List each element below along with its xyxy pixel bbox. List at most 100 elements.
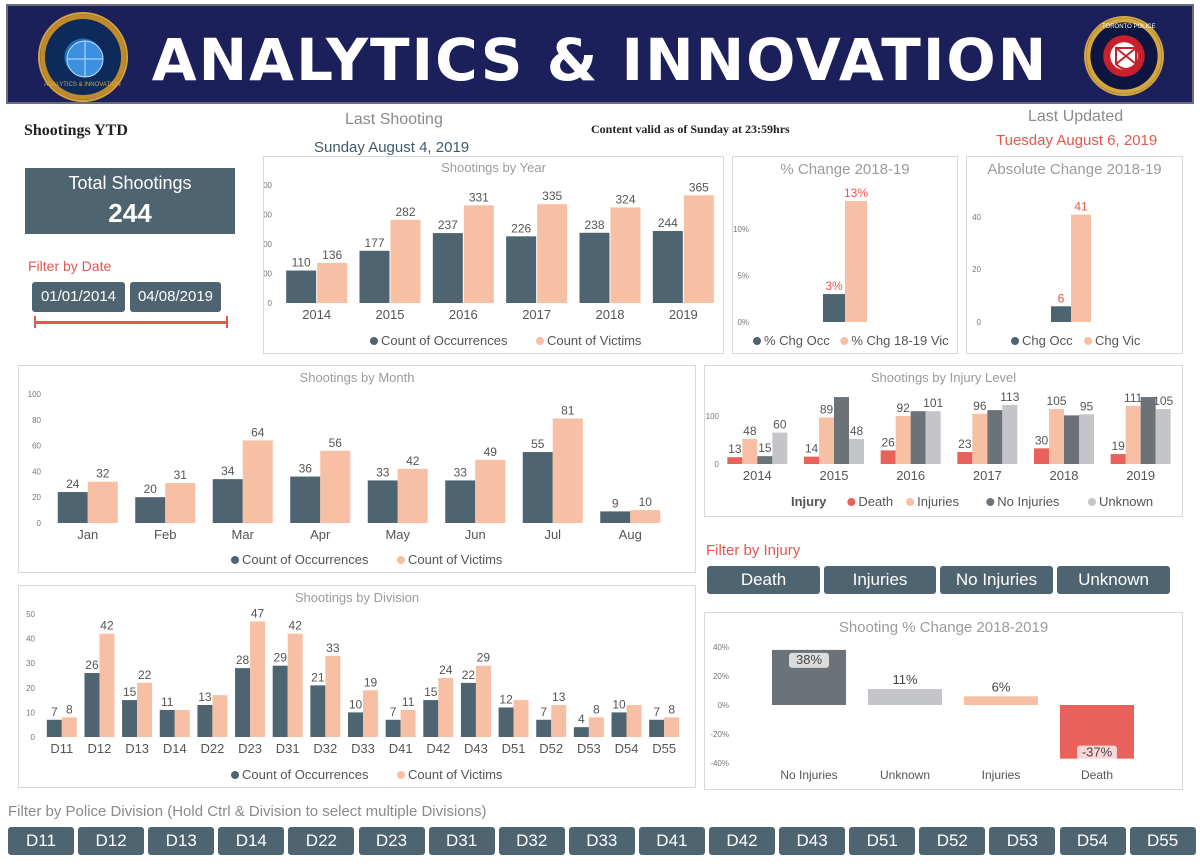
last-shooting-label: Last Shooting <box>345 111 443 128</box>
shootings-by-year-panel: Shootings by Year 0 100 200 300 400 110 136 201… <box>263 156 724 354</box>
slider-end-handle[interactable] <box>226 316 228 328</box>
data-label: 38% <box>796 652 822 667</box>
y-tick-label: 20% <box>713 672 729 681</box>
bar <box>272 665 288 737</box>
injury-filter-injuries-button[interactable]: Injuries <box>824 566 936 594</box>
bar <box>1110 454 1126 464</box>
division-filter-button-d12[interactable]: D12 <box>78 827 145 855</box>
division-filter-button-d55[interactable]: D55 <box>1129 827 1196 855</box>
division-filter-button-d14[interactable]: D14 <box>218 827 285 855</box>
data-label: 36 <box>299 462 313 476</box>
start-date-field[interactable]: 01/01/2014 <box>32 282 125 312</box>
injury-filter-death-button[interactable]: Death <box>707 566 820 594</box>
slider-start-handle[interactable] <box>34 316 36 328</box>
bar <box>348 712 363 737</box>
x-tick-label: 2014 <box>743 468 772 483</box>
legend-label: Count of Occurrences <box>242 552 369 567</box>
legend-label: Count of Occurrences <box>242 767 369 782</box>
bar <box>536 719 552 737</box>
x-tick-label: 2018 <box>1050 468 1079 483</box>
bar <box>159 709 175 737</box>
data-label: 226 <box>511 221 531 235</box>
data-label: 34 <box>221 464 235 478</box>
x-tick-label: Jul <box>544 527 561 542</box>
bar <box>552 418 583 523</box>
legend-label: Chg Occ <box>1022 333 1073 348</box>
data-label: 26 <box>85 658 99 672</box>
bar <box>649 719 665 737</box>
division-filter-button-d41[interactable]: D41 <box>638 827 705 855</box>
division-filter-button-d53[interactable]: D53 <box>989 827 1056 855</box>
division-filter-button-d43[interactable]: D43 <box>779 827 846 855</box>
bar <box>432 233 463 303</box>
division-filter-label: Filter by Police Division (Hold Ctrl & D… <box>8 803 487 820</box>
x-tick-label: D22 <box>200 741 224 756</box>
content-valid-note: Content valid as of Sunday at 23:59hrs <box>591 122 790 136</box>
shootings-by-month-panel: Shootings by Month 0 20 40 60 80 100 24 32 Jan 20… <box>18 365 696 573</box>
total-shootings-value: 244 <box>108 198 152 228</box>
y-tick-label: 100 <box>28 390 42 399</box>
end-date-field[interactable]: 04/08/2019 <box>130 282 221 312</box>
data-label: 15 <box>123 685 137 699</box>
data-label: 335 <box>542 189 562 203</box>
bar <box>287 633 303 737</box>
pct-change-panel: % Change 2018-19 3% 13% 0% 5% 10% % Chg Occ % … <box>732 156 958 354</box>
data-label: 238 <box>584 218 604 232</box>
x-tick-label: Jun <box>465 527 486 542</box>
data-label: 8 <box>668 702 675 716</box>
header-banner: ANALYTICS & INNOVATION ANALYTICS & INNOV… <box>6 4 1194 104</box>
data-label: -37% <box>1082 745 1113 760</box>
bar <box>849 438 864 464</box>
data-label: 331 <box>469 190 489 204</box>
data-label: 7 <box>540 705 547 719</box>
bar <box>99 633 115 737</box>
data-label: 244 <box>658 216 678 230</box>
x-tick-label: D13 <box>125 741 149 756</box>
bar <box>1064 415 1079 464</box>
bar <box>804 456 819 464</box>
bar <box>588 717 604 737</box>
data-label: 64 <box>251 425 265 439</box>
chart-title: % Change 2018-19 <box>780 161 910 178</box>
division-filter-button-d52[interactable]: D52 <box>919 827 986 855</box>
division-filter-button-d23[interactable]: D23 <box>358 827 425 855</box>
data-label: 22 <box>462 668 476 682</box>
data-label: 9 <box>612 496 619 510</box>
x-tick-label: D11 <box>50 741 73 756</box>
division-filter-button-d51[interactable]: D51 <box>849 827 916 855</box>
chart-title: Shootings by Year <box>441 160 546 175</box>
injury-filter-no-injuries-button[interactable]: No Injuries <box>940 566 1053 594</box>
pct-change-chart: 3% 13% 0% 5% 10% % Chg Occ % Chg 18-19 Vic <box>733 186 949 348</box>
data-label: 10 <box>639 495 653 509</box>
division-filter-button-d42[interactable]: D42 <box>709 827 775 855</box>
x-tick-label: Feb <box>154 527 176 542</box>
bar <box>235 668 251 737</box>
data-label: 13 <box>728 442 742 456</box>
division-filter-button-d11[interactable]: D11 <box>8 827 74 855</box>
y-tick-label: 300 <box>264 211 273 220</box>
data-label: 89 <box>820 402 834 416</box>
data-label: 8 <box>593 702 600 716</box>
division-filter-button-d13[interactable]: D13 <box>148 827 215 855</box>
bar <box>823 294 845 322</box>
bar <box>310 685 326 737</box>
bar <box>325 655 341 737</box>
division-filter-button-d31[interactable]: D31 <box>428 827 495 855</box>
injury-filter-unknown-button[interactable]: Unknown <box>1057 566 1170 594</box>
date-range-slider[interactable] <box>34 316 228 328</box>
y-tick-label: 40% <box>713 643 729 652</box>
division-filter-button-d32[interactable]: D32 <box>498 827 565 855</box>
division-filter-button-d22[interactable]: D22 <box>288 827 355 855</box>
bar <box>964 696 1038 705</box>
legend-marker <box>397 771 405 779</box>
division-filter-button-d54[interactable]: D54 <box>1059 827 1126 855</box>
legend-marker <box>1087 498 1096 506</box>
total-shootings-label: Total Shootings <box>68 173 192 193</box>
legend-label: Death <box>858 494 893 509</box>
x-tick-label: D51 <box>502 741 526 756</box>
data-label: 7 <box>390 705 397 719</box>
x-tick-label: Death <box>1081 768 1113 782</box>
bar <box>987 410 1003 464</box>
bar <box>1071 214 1091 322</box>
division-filter-button-d33[interactable]: D33 <box>568 827 635 855</box>
